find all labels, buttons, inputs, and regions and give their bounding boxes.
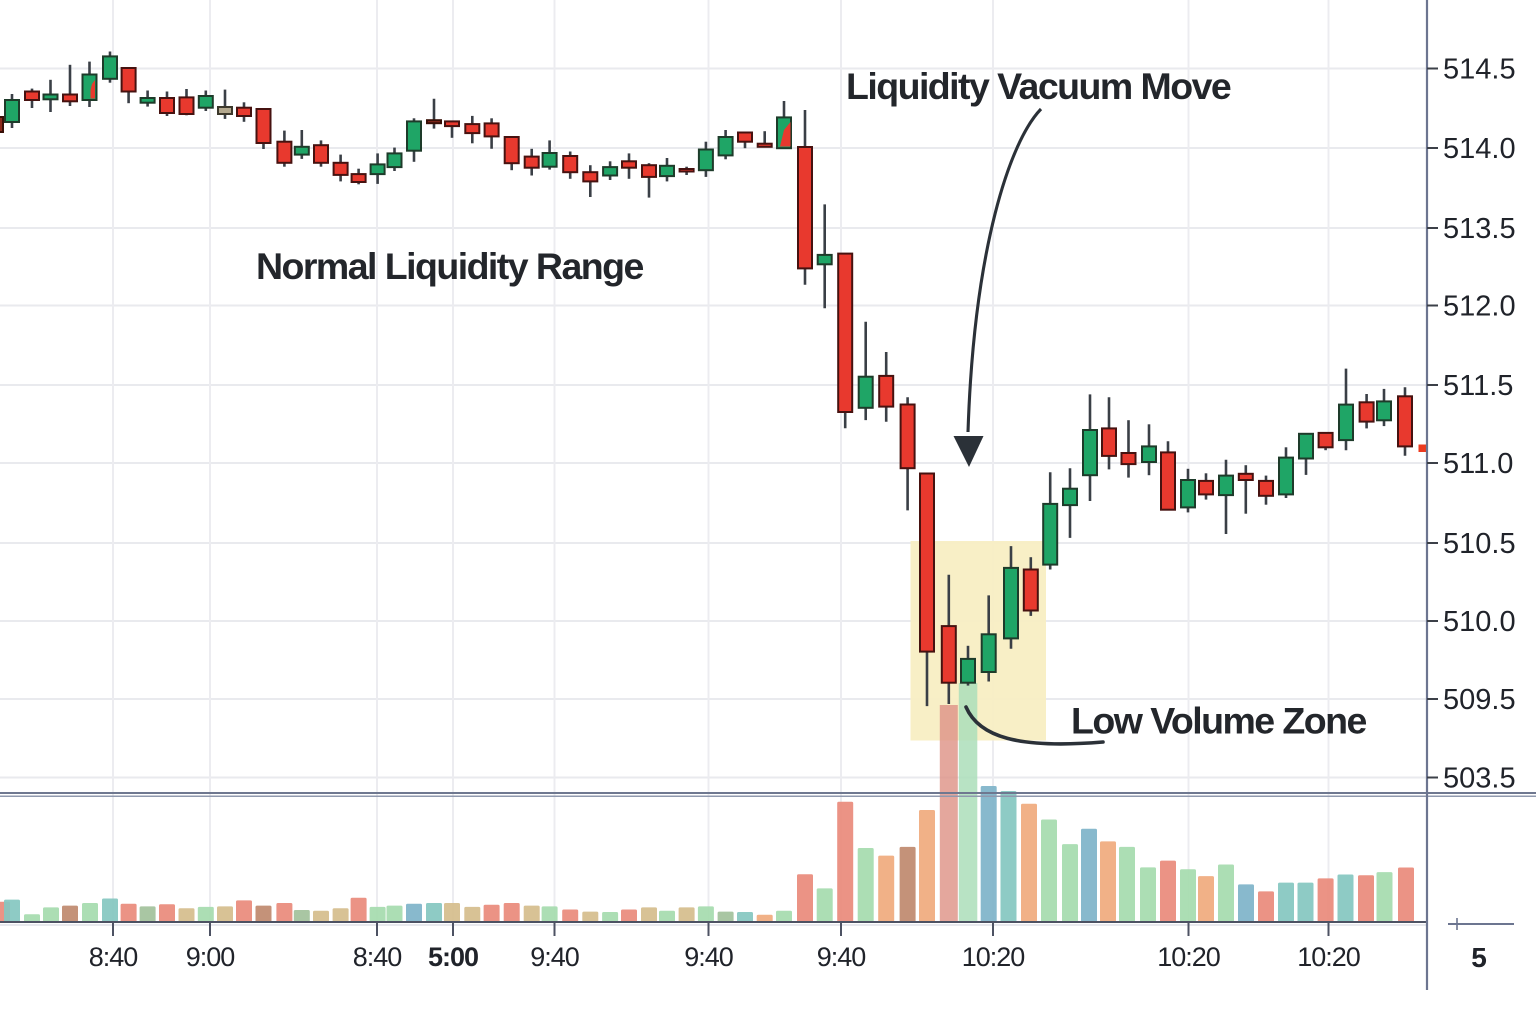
svg-text:8:40: 8:40: [89, 942, 138, 972]
svg-text:514.5: 514.5: [1443, 54, 1516, 86]
svg-text:8:40: 8:40: [353, 942, 402, 972]
svg-text:9:40: 9:40: [684, 942, 733, 972]
svg-text:9:00: 9:00: [186, 942, 235, 972]
svg-text:Normal Liquidity Range: Normal Liquidity Range: [256, 245, 643, 287]
svg-text:Liquidity Vacuum Move: Liquidity Vacuum Move: [846, 65, 1231, 107]
svg-text:511.0: 511.0: [1443, 448, 1513, 480]
svg-text:512.0: 512.0: [1443, 291, 1516, 323]
svg-text:5: 5: [1471, 942, 1487, 973]
svg-text:10:20: 10:20: [1297, 942, 1360, 972]
svg-text:9:40: 9:40: [530, 942, 579, 972]
svg-text:503.5: 503.5: [1443, 763, 1516, 795]
svg-text:509.5: 509.5: [1443, 684, 1516, 716]
svg-text:10:20: 10:20: [1157, 942, 1220, 972]
svg-text:514.0: 514.0: [1443, 133, 1516, 165]
svg-text:Low Volume Zone: Low Volume Zone: [1071, 700, 1366, 742]
svg-text:5:00: 5:00: [428, 942, 478, 972]
svg-text:10:20: 10:20: [962, 942, 1025, 972]
svg-text:513.5: 513.5: [1443, 213, 1516, 245]
svg-text:511.5: 511.5: [1443, 370, 1513, 402]
svg-text:510.5: 510.5: [1443, 528, 1516, 560]
svg-text:510.0: 510.0: [1443, 606, 1516, 638]
svg-text:9:40: 9:40: [817, 942, 866, 972]
